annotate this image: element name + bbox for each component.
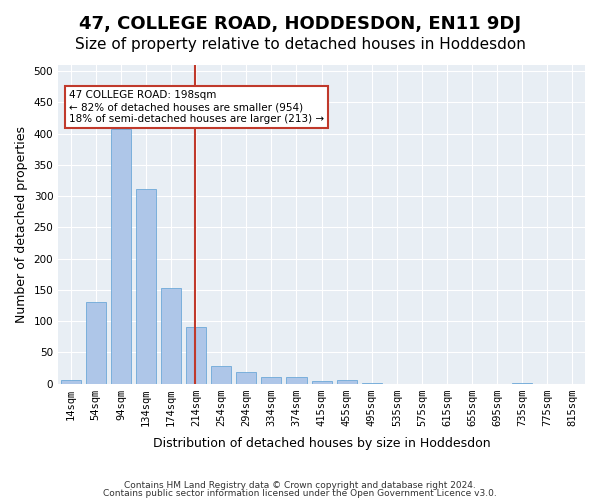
Bar (286, 376, 307, 384)
Bar (311, 381, 332, 384)
Y-axis label: Number of detached properties: Number of detached properties (15, 126, 28, 323)
Bar (236, 372, 256, 384)
Bar (86, 302, 106, 384)
Bar (161, 288, 181, 384)
Bar (262, 378, 281, 384)
Bar (136, 190, 156, 384)
Text: Contains HM Land Registry data © Crown copyright and database right 2024.: Contains HM Land Registry data © Crown c… (124, 481, 476, 490)
Bar (211, 366, 231, 384)
Text: Size of property relative to detached houses in Hoddesdon: Size of property relative to detached ho… (74, 38, 526, 52)
X-axis label: Distribution of detached houses by size in Hoddesdon: Distribution of detached houses by size … (153, 437, 490, 450)
Bar (186, 328, 206, 384)
Text: 47 COLLEGE ROAD: 198sqm
← 82% of detached houses are smaller (954)
18% of semi-d: 47 COLLEGE ROAD: 198sqm ← 82% of detache… (69, 90, 324, 124)
Bar (362, 383, 382, 384)
Text: Contains public sector information licensed under the Open Government Licence v3: Contains public sector information licen… (103, 488, 497, 498)
Bar (337, 380, 357, 384)
Bar (61, 380, 81, 384)
Bar (512, 383, 532, 384)
Text: 47, COLLEGE ROAD, HODDESDON, EN11 9DJ: 47, COLLEGE ROAD, HODDESDON, EN11 9DJ (79, 15, 521, 33)
Bar (111, 130, 131, 384)
